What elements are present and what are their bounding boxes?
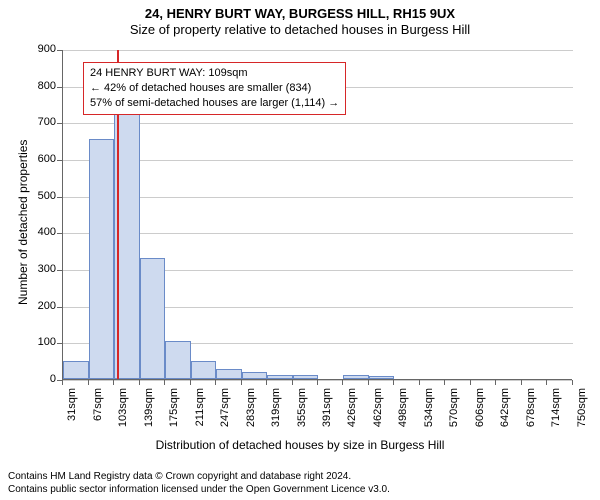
y-tick-label: 200 (22, 300, 56, 312)
x-tick-label: 750sqm (576, 388, 588, 436)
y-tick-mark (57, 270, 62, 271)
x-tick-label: 714sqm (550, 388, 562, 436)
footer-line2: Contains public sector information licen… (8, 484, 390, 497)
x-tick-label: 67sqm (92, 388, 104, 436)
x-tick-mark (495, 380, 496, 385)
histogram-bar (89, 139, 115, 379)
x-axis-label: Distribution of detached houses by size … (0, 438, 600, 452)
y-tick-label: 0 (22, 373, 56, 385)
x-tick-mark (444, 380, 445, 385)
histogram-bar (369, 376, 395, 379)
y-tick-label: 800 (22, 80, 56, 92)
annotation-line: 24 HENRY BURT WAY: 109sqm (90, 66, 339, 81)
y-tick-label: 700 (22, 116, 56, 128)
x-tick-mark (113, 380, 114, 385)
x-tick-mark (546, 380, 547, 385)
x-tick-mark (190, 380, 191, 385)
x-tick-label: 355sqm (296, 388, 308, 436)
x-tick-label: 247sqm (219, 388, 231, 436)
y-tick-label: 600 (22, 153, 56, 165)
histogram-bar (343, 375, 369, 379)
x-tick-label: 139sqm (143, 388, 155, 436)
histogram-bar (63, 361, 89, 379)
plot-area: 24 HENRY BURT WAY: 109sqm← 42% of detach… (62, 50, 572, 380)
histogram-bar (242, 372, 268, 379)
x-tick-label: 534sqm (423, 388, 435, 436)
footer-line1: Contains HM Land Registry data © Crown c… (8, 471, 390, 484)
y-tick-label: 300 (22, 263, 56, 275)
x-tick-label: 498sqm (397, 388, 409, 436)
chart-title-main: 24, HENRY BURT WAY, BURGESS HILL, RH15 9… (0, 6, 600, 21)
annotation-box: 24 HENRY BURT WAY: 109sqm← 42% of detach… (83, 62, 346, 115)
y-tick-mark (57, 197, 62, 198)
histogram-bar (267, 375, 293, 379)
histogram-bar (293, 375, 319, 379)
x-tick-mark (317, 380, 318, 385)
x-tick-label: 570sqm (448, 388, 460, 436)
x-tick-label: 319sqm (270, 388, 282, 436)
x-tick-mark (88, 380, 89, 385)
annotation-line: 57% of semi-detached houses are larger (… (90, 96, 339, 111)
x-tick-label: 462sqm (372, 388, 384, 436)
annotation-line: ← 42% of detached houses are smaller (83… (90, 81, 339, 96)
x-tick-mark (266, 380, 267, 385)
y-tick-label: 400 (22, 226, 56, 238)
x-tick-mark (215, 380, 216, 385)
x-tick-label: 283sqm (245, 388, 257, 436)
y-tick-mark (57, 307, 62, 308)
y-tick-label: 900 (22, 43, 56, 55)
histogram-bar (165, 341, 191, 380)
footer-attribution: Contains HM Land Registry data © Crown c… (8, 471, 390, 496)
y-tick-mark (57, 343, 62, 344)
histogram-bar (140, 258, 166, 379)
histogram-bar (191, 361, 217, 379)
x-tick-mark (419, 380, 420, 385)
x-tick-label: 642sqm (499, 388, 511, 436)
x-tick-label: 606sqm (474, 388, 486, 436)
y-tick-mark (57, 233, 62, 234)
x-tick-mark (139, 380, 140, 385)
y-tick-mark (57, 87, 62, 88)
x-tick-label: 678sqm (525, 388, 537, 436)
x-tick-mark (470, 380, 471, 385)
y-tick-label: 100 (22, 336, 56, 348)
x-tick-mark (164, 380, 165, 385)
x-tick-mark (241, 380, 242, 385)
x-tick-label: 175sqm (168, 388, 180, 436)
histogram-bar (216, 369, 242, 379)
y-tick-mark (57, 50, 62, 51)
y-tick-mark (57, 160, 62, 161)
x-tick-label: 426sqm (346, 388, 358, 436)
x-tick-mark (393, 380, 394, 385)
x-tick-mark (62, 380, 63, 385)
x-tick-mark (521, 380, 522, 385)
x-tick-mark (572, 380, 573, 385)
chart-title-sub: Size of property relative to detached ho… (0, 22, 600, 37)
x-tick-mark (342, 380, 343, 385)
y-tick-label: 500 (22, 190, 56, 202)
y-tick-mark (57, 123, 62, 124)
x-tick-mark (368, 380, 369, 385)
grid-line-h (63, 50, 573, 51)
x-tick-label: 103sqm (117, 388, 129, 436)
x-tick-mark (292, 380, 293, 385)
title-block: 24, HENRY BURT WAY, BURGESS HILL, RH15 9… (0, 0, 600, 37)
x-tick-label: 211sqm (194, 388, 206, 436)
x-tick-label: 31sqm (66, 388, 78, 436)
x-tick-label: 391sqm (321, 388, 333, 436)
